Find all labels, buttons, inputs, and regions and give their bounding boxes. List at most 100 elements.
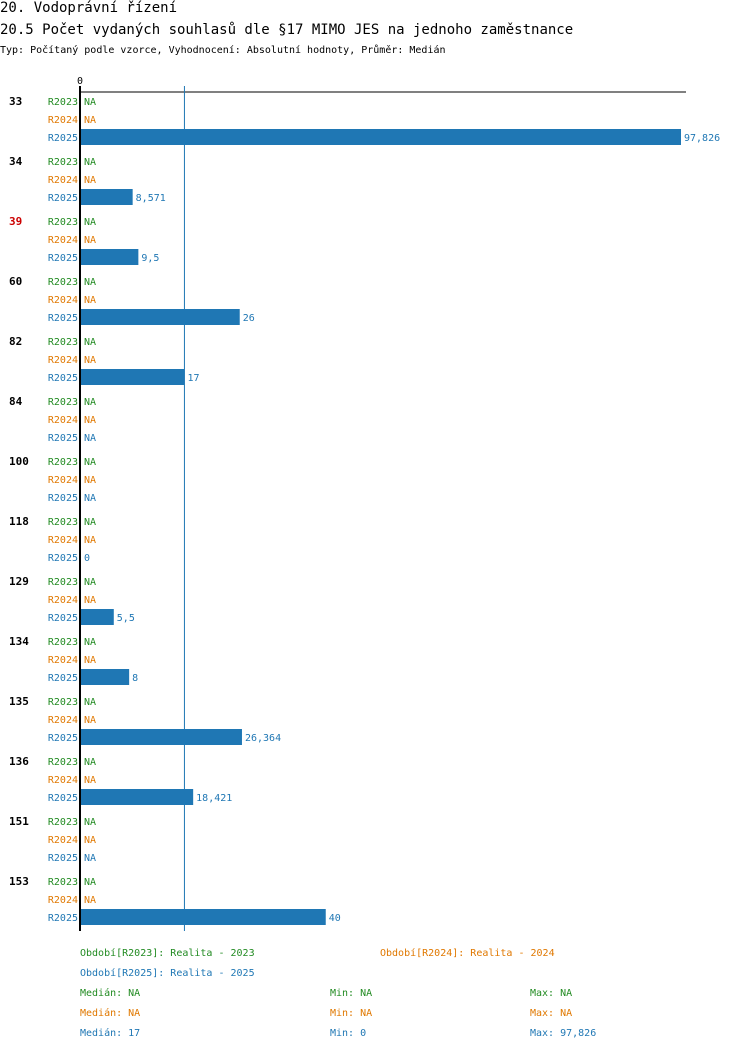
series-label: R2024 (48, 175, 78, 186)
data-label: NA (84, 355, 96, 366)
series-label: R2023 (48, 277, 78, 288)
data-label: NA (84, 757, 96, 768)
series-label: R2025 (48, 853, 78, 864)
data-label: NA (84, 493, 96, 504)
series-label: R2024 (48, 235, 78, 246)
group-label: 118 (9, 515, 29, 528)
series-label: R2023 (48, 217, 78, 228)
data-label: NA (84, 853, 96, 864)
series-label: R2025 (48, 733, 78, 744)
data-label: NA (84, 895, 96, 906)
group-label: 60 (9, 275, 22, 288)
series-label: R2024 (48, 475, 78, 486)
group-label: 136 (9, 755, 29, 768)
series-label: R2023 (48, 577, 78, 588)
series-label: R2024 (48, 535, 78, 546)
stats-2024-median: Medián: NA (80, 1008, 141, 1019)
group-label: 33 (9, 95, 22, 108)
data-label: NA (84, 415, 96, 426)
bar (80, 669, 130, 685)
group-label: 82 (9, 335, 22, 348)
data-label: NA (84, 637, 96, 648)
group-label: 151 (9, 815, 29, 828)
data-label: NA (84, 835, 96, 846)
series-label: R2025 (48, 133, 78, 144)
data-label: NA (84, 697, 96, 708)
data-label: 18,421 (196, 793, 232, 804)
series-label: R2025 (48, 913, 78, 924)
stats-2025-min: Min: 0 (330, 1028, 367, 1039)
bar (80, 789, 194, 805)
bar (80, 729, 242, 745)
data-label: 8 (132, 673, 138, 684)
data-label: NA (84, 277, 96, 288)
data-label: 17 (187, 373, 199, 384)
bar (80, 909, 326, 925)
series-label: R2025 (48, 433, 78, 444)
data-label: NA (84, 217, 96, 228)
stats-2024-min: Min: NA (330, 1008, 373, 1019)
bar (80, 189, 133, 205)
data-label: 26 (243, 313, 255, 324)
series-label: R2023 (48, 637, 78, 648)
data-label: NA (84, 115, 96, 126)
stats-2024-max: Max: NA (530, 1008, 573, 1019)
bar (80, 609, 114, 625)
bar (80, 129, 681, 145)
data-label: NA (84, 295, 96, 306)
data-label: NA (84, 397, 96, 408)
data-label: NA (84, 517, 96, 528)
data-label: NA (84, 337, 96, 348)
data-label: NA (84, 97, 96, 108)
data-label: NA (84, 235, 96, 246)
series-label: R2024 (48, 115, 78, 126)
legend-period-2023: Období[R2023]: Realita - 2023 (80, 948, 255, 959)
chart-subtitle: 20.5 Počet vydaných souhlasů dle §17 MIM… (0, 22, 574, 38)
series-label: R2024 (48, 655, 78, 666)
stats-2025-max: Max: 97,826 (530, 1028, 597, 1039)
series-label: R2024 (48, 355, 78, 366)
data-label: NA (84, 577, 96, 588)
bar (80, 249, 139, 265)
legend-period-2024: Období[R2024]: Realita - 2024 (380, 948, 555, 959)
group-label: 84 (9, 395, 23, 408)
series-label: R2023 (48, 877, 78, 888)
series-label: R2024 (48, 895, 78, 906)
data-label: 40 (329, 913, 341, 924)
bar (80, 369, 185, 385)
data-label: NA (84, 715, 96, 726)
series-label: R2023 (48, 457, 78, 468)
group-label: 100 (9, 455, 29, 468)
series-label: R2023 (48, 817, 78, 828)
series-label: R2025 (48, 373, 78, 384)
series-label: R2024 (48, 715, 78, 726)
series-label: R2023 (48, 337, 78, 348)
series-label: R2023 (48, 757, 78, 768)
bar-chart: 0 33 R2023 NA R2024 NA R2025 97,826 34 R2023 NA R20… (9, 76, 720, 931)
data-label: 26,364 (245, 733, 281, 744)
data-label: NA (84, 535, 96, 546)
series-label: R2024 (48, 835, 78, 846)
series-label: R2025 (48, 553, 78, 564)
data-label: NA (84, 877, 96, 888)
data-label: 5,5 (117, 613, 135, 624)
series-label: R2025 (48, 673, 78, 684)
group-label: 134 (9, 635, 29, 648)
chart-type-description: Typ: Počítaný podle vzorce, Vyhodnocení:… (0, 45, 446, 56)
data-label: NA (84, 655, 96, 666)
bar (80, 309, 240, 325)
data-label: NA (84, 775, 96, 786)
series-label: R2023 (48, 397, 78, 408)
series-label: R2025 (48, 253, 78, 264)
stats-2025-median: Medián: 17 (80, 1028, 141, 1039)
data-label: NA (84, 817, 96, 828)
stats-2023-median: Medián: NA (80, 988, 141, 999)
data-label: 9,5 (141, 253, 159, 264)
data-label: NA (84, 475, 96, 486)
stats-2023-min: Min: NA (330, 988, 373, 999)
data-label: NA (84, 157, 96, 168)
series-label: R2025 (48, 493, 78, 504)
group-label: 129 (9, 575, 29, 588)
series-label: R2024 (48, 415, 78, 426)
series-label: R2023 (48, 97, 78, 108)
